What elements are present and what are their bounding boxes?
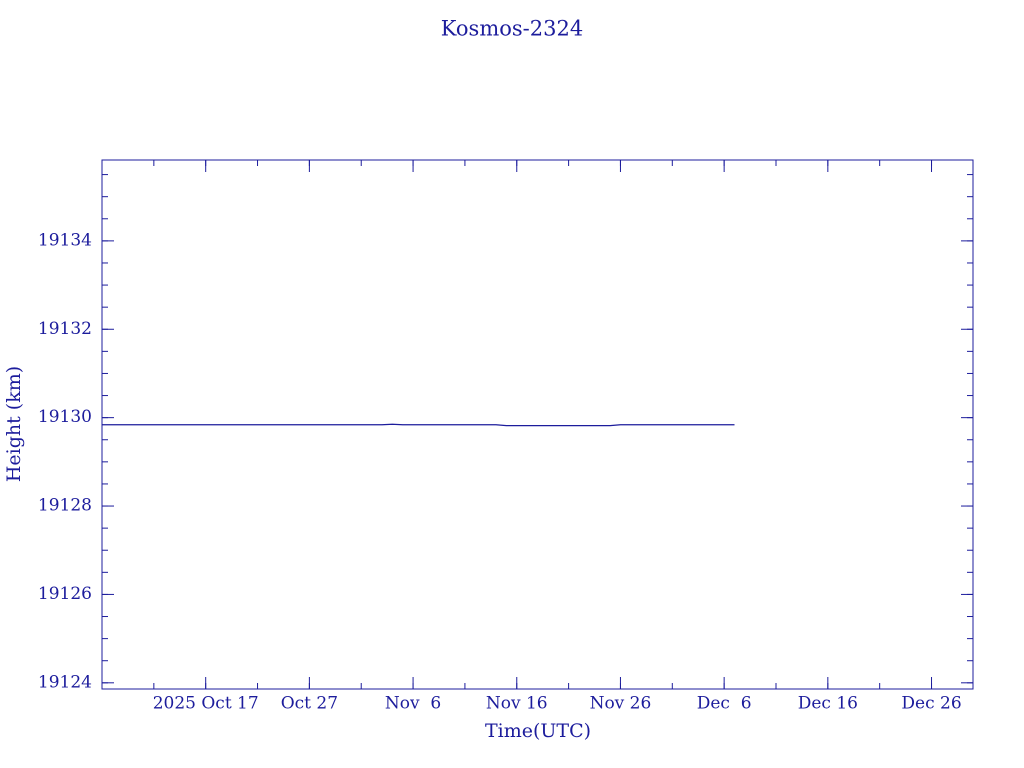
y-tick-label: 19132 xyxy=(38,319,92,339)
x-tick-label: 2025 Oct 17 xyxy=(153,694,259,714)
x-tick-label: Dec 16 xyxy=(798,694,858,714)
y-tick-label: 19126 xyxy=(38,584,92,604)
x-tick-label: Dec 6 xyxy=(697,694,752,714)
x-axis-label: Time(UTC) xyxy=(485,720,591,742)
x-tick-label: Nov 6 xyxy=(385,694,441,714)
y-tick-label: 19124 xyxy=(38,672,92,692)
y-axis-label: Height (km) xyxy=(3,366,25,482)
y-tick-label: 19134 xyxy=(38,230,92,250)
x-tick-label: Oct 27 xyxy=(281,694,338,714)
x-tick-label: Nov 16 xyxy=(486,694,548,714)
y-tick-label: 19128 xyxy=(38,496,92,516)
x-tick-label: Nov 26 xyxy=(590,694,652,714)
x-tick-label: Dec 26 xyxy=(901,694,961,714)
data-line xyxy=(102,423,735,427)
chart-title: Kosmos-2324 xyxy=(441,17,583,41)
y-tick-label: 19130 xyxy=(38,407,92,427)
